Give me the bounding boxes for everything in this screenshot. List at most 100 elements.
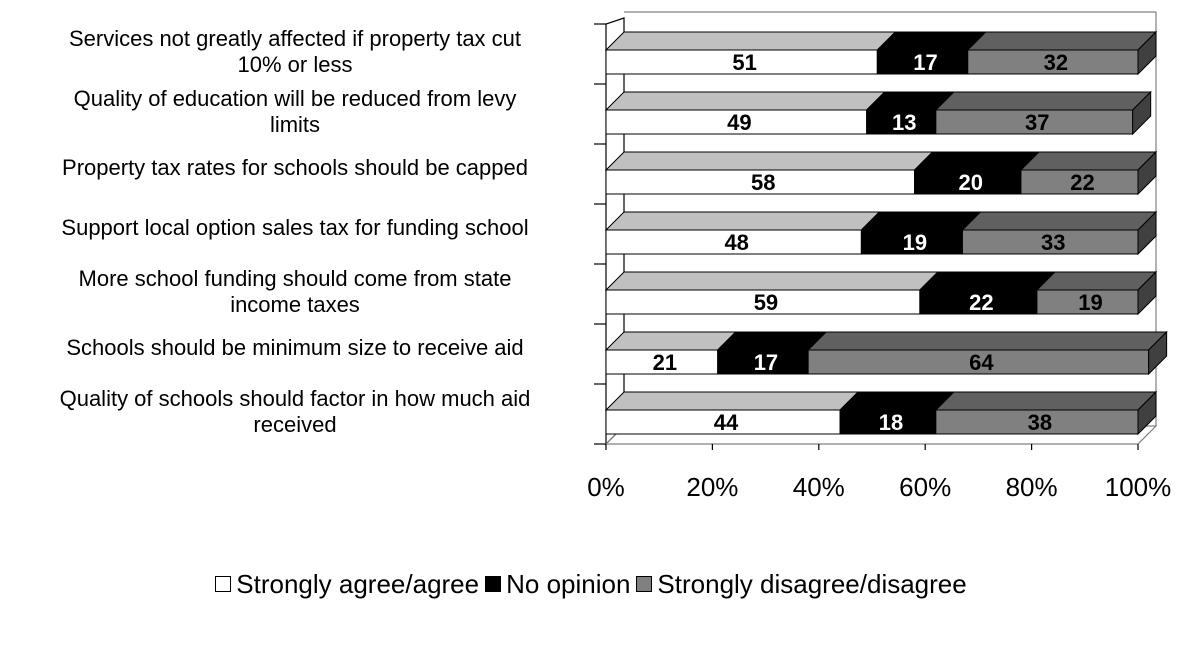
data-label: 51 <box>732 50 756 75</box>
bar-segment <box>605 109 868 135</box>
bar-top <box>913 151 1041 171</box>
legend-item: Strongly disagree/disagree <box>636 568 967 600</box>
data-label: 58 <box>751 170 775 195</box>
legend-item: No opinion <box>485 569 630 600</box>
data-label: 17 <box>913 50 937 75</box>
data-label: 18 <box>879 410 903 435</box>
bar-top <box>604 151 934 171</box>
data-label: 13 <box>892 110 916 135</box>
data-label: 48 <box>724 230 748 255</box>
category-label-line: Quality of schools should factor in how … <box>59 386 531 411</box>
data-label: 20 <box>959 170 983 195</box>
x-tick-label: 80% <box>1006 472 1058 502</box>
bar-top <box>934 391 1158 411</box>
data-label: 22 <box>969 290 993 315</box>
bar-end <box>1137 150 1157 196</box>
data-label: 44 <box>714 410 739 435</box>
category-label-line: limits <box>269 112 321 137</box>
bar-end <box>1132 90 1152 136</box>
data-label: 32 <box>1044 50 1068 75</box>
bar-segment <box>866 109 937 135</box>
bar-top <box>918 271 1057 291</box>
bar-segment <box>914 169 1022 195</box>
category-label: Quality of education will be reduced fro… <box>2 86 588 138</box>
bar-segment <box>860 229 963 255</box>
x-tick-label: 100% <box>1105 472 1172 502</box>
bar-top <box>966 31 1158 51</box>
data-label: 19 <box>903 230 927 255</box>
bar-top <box>604 391 860 411</box>
category-label: Services not greatly affected if propert… <box>2 26 588 78</box>
data-label: 19 <box>1078 290 1102 315</box>
bar-top <box>1019 151 1158 171</box>
bar-top <box>604 31 897 51</box>
bar-top <box>961 211 1158 231</box>
data-label: 33 <box>1041 230 1065 255</box>
bar-end <box>1148 330 1168 376</box>
bar-segment <box>839 409 937 435</box>
bar-segment <box>605 229 862 255</box>
data-label: 17 <box>754 350 778 375</box>
category-label-line: Schools should be minimum size to receiv… <box>66 335 524 360</box>
category-label-line: More school funding should come from sta… <box>78 266 512 291</box>
category-label-line: income taxes <box>230 292 360 317</box>
category-label-line: Support local option sales tax for fundi… <box>61 215 529 240</box>
legend-swatch <box>636 576 653 592</box>
legend-label: Strongly agree/agree <box>236 568 480 599</box>
bar-end <box>1137 30 1157 76</box>
bar-segment <box>876 49 969 75</box>
bar-top <box>934 91 1152 111</box>
bar-segment <box>605 289 921 315</box>
bar-segment <box>1020 169 1139 195</box>
x-tick-label: 40% <box>793 472 845 502</box>
bar-segment <box>919 289 1038 315</box>
category-label-line: Quality of education will be reduced fro… <box>73 86 517 111</box>
bar-top <box>1035 271 1158 291</box>
category-label: Quality of schools should factor in how … <box>2 386 588 438</box>
legend-item: Strongly agree/agree <box>215 569 479 600</box>
bar-segment <box>605 49 878 75</box>
bar-top <box>838 391 956 411</box>
bar-top <box>604 271 940 291</box>
bar-segment <box>935 409 1139 435</box>
bar-top <box>604 331 737 351</box>
legend-label: No opinion <box>506 568 631 599</box>
x-tick-label: 20% <box>686 472 738 502</box>
data-label: 59 <box>754 290 778 315</box>
bar-end <box>1137 270 1157 316</box>
bar-end <box>1137 390 1157 436</box>
bar-segment <box>807 349 1150 375</box>
category-label: Support local option sales tax for fundi… <box>2 215 588 241</box>
bar-segment <box>961 229 1139 255</box>
bar-top <box>604 211 881 231</box>
bar-segment <box>605 169 916 195</box>
bar-top <box>806 331 1168 351</box>
category-label: More school funding should come from sta… <box>2 266 588 318</box>
data-label: 64 <box>969 350 994 375</box>
category-label: Property tax rates for schools should be… <box>2 155 588 181</box>
bar-segment <box>935 109 1134 135</box>
data-label: 21 <box>653 350 677 375</box>
data-label: 49 <box>727 110 751 135</box>
bar-end <box>1137 210 1157 256</box>
x-tick-label: 60% <box>899 472 951 502</box>
bar-segment <box>717 349 809 375</box>
bar-top <box>604 91 886 111</box>
data-label: 37 <box>1025 110 1049 135</box>
legend-swatch <box>215 576 232 592</box>
category-label-line: received <box>253 412 337 437</box>
category-label: Schools should be minimum size to receiv… <box>2 335 588 361</box>
x-tick-label: 0% <box>587 472 625 502</box>
category-label-line: 10% or less <box>237 52 353 77</box>
bar-segment <box>605 349 719 375</box>
legend-swatch <box>485 576 502 592</box>
bar-top <box>716 331 828 351</box>
data-label: 38 <box>1028 410 1052 435</box>
legend: Strongly agree/agree No opinion Strongly d… <box>0 568 1182 600</box>
legend-label: Strongly disagree/disagree <box>657 568 967 599</box>
category-label-line: Property tax rates for schools should be… <box>62 155 528 180</box>
category-label-line: Services not greatly affected if propert… <box>68 26 522 51</box>
data-label: 22 <box>1070 170 1094 195</box>
bar-top <box>876 31 987 51</box>
